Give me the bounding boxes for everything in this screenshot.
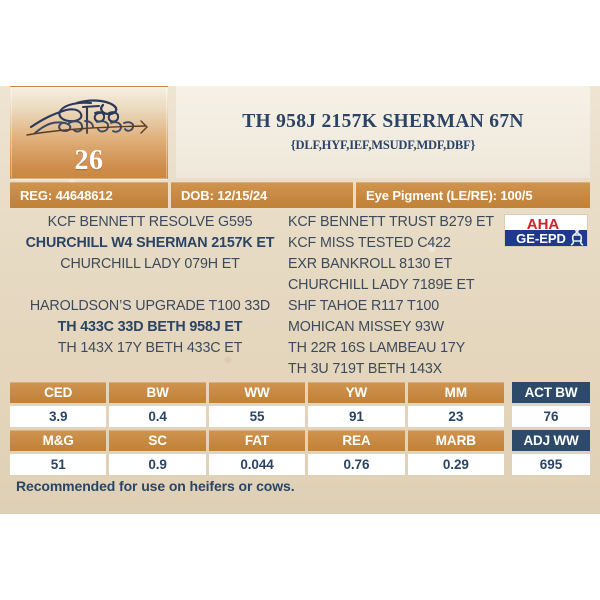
- pedigree-line: KCF BENNETT TRUST B279 ET: [288, 214, 494, 230]
- epd-side-header-row: ACT BW: [512, 382, 590, 403]
- info-bar: REG: 44648612 DOB: 12/15/24 Eye Pigment …: [10, 182, 590, 208]
- epd-value-cell: 91: [308, 406, 405, 427]
- pedigree-line: HAROLDSON’S UPGRADE T100 33D: [29, 298, 271, 314]
- epd-value-cell: 51: [10, 454, 107, 475]
- epd-side-value-row: 76: [512, 406, 590, 427]
- epd-header-cell: YW: [308, 382, 405, 403]
- dob-cell: DOB: 12/15/24: [171, 182, 353, 208]
- epd-side-value-row: 695: [512, 454, 590, 475]
- pedigree-line: CHURCHILL LADY 7189E ET: [288, 277, 475, 293]
- pedigree-line: TH 433C 33D BETH 958J ET: [57, 319, 243, 335]
- catalog-sheet: 26 TH 958J 2157K SHERMAN 67N {DLF,HYF,IE…: [0, 86, 600, 514]
- pedigree-column-left: KCF BENNETT RESOLVE G595 CHURCHILL W4 SHE…: [14, 212, 286, 359]
- pedigree-line: CHURCHILL LADY 079H ET: [60, 256, 240, 272]
- pedigree-line: TH 22R 16S LAMBEAU 17Y: [288, 340, 466, 356]
- topp-herefords-logo-icon: [21, 93, 157, 143]
- epd-value-cell: 55: [208, 406, 306, 427]
- pedigree-line: KCF BENNETT RESOLVE G595: [47, 214, 253, 230]
- pedigree-line: SHF TAHOE R117 T100: [288, 298, 440, 314]
- epd-header-cell: SC: [109, 430, 206, 451]
- epd-header-cell: BW: [109, 382, 206, 403]
- epd-main-grid: CED BW WW YW MM 3.9 0.4 55 91 23 M&G SC FAT REA MARB…: [10, 382, 505, 478]
- epd-side-header-row: ADJ WW: [512, 430, 590, 451]
- epd-value-cell: 0.76: [308, 454, 405, 475]
- epd-value-row-2: 51 0.9 0.044 0.76 0.29: [10, 454, 505, 475]
- animal-trait-codes: {DLF,HYF,IEF,MSUDF,MDF,DBF}: [290, 138, 476, 152]
- epd-value-cell: 3.9: [10, 406, 107, 427]
- epd-header-cell: MM: [407, 382, 505, 403]
- pedigree-line: KCF MISS TESTED C422: [288, 235, 451, 251]
- pedigree-line: TH 3U 719T BETH 143X: [288, 361, 443, 377]
- registration-cell: REG: 44648612: [10, 182, 168, 208]
- recommendation-note: Recommended for use on heifers or cows.: [16, 478, 295, 494]
- epd-value-cell: 0.29: [407, 454, 505, 475]
- pedigree-line: CHURCHILL W4 SHERMAN 2157K ET: [25, 235, 275, 251]
- epd-side-value-cell: 76: [512, 406, 590, 427]
- aha-ge-epd-badge-icon: AHA GE-EPD: [504, 214, 588, 247]
- animal-name: TH 958J 2157K SHERMAN 67N: [242, 111, 524, 132]
- epd-value-cell: 23: [407, 406, 505, 427]
- pedigree-line: MOHICAN MISSEY 93W: [288, 319, 444, 335]
- pedigree-section: KCF BENNETT RESOLVE G595 CHURCHILL W4 SHE…: [0, 212, 600, 380]
- pedigree-spacer: [14, 275, 286, 296]
- pedigree-line: EXR BANKROLL 8130 ET: [288, 256, 453, 272]
- epd-header-row-2: M&G SC FAT REA MARB: [10, 430, 505, 451]
- pedigree-column-right: KCF BENNETT TRUST B279 ET KCF MISS TESTED…: [288, 212, 518, 380]
- epd-side-value-cell: 695: [512, 454, 590, 475]
- epd-table: CED BW WW YW MM 3.9 0.4 55 91 23 M&G SC FAT REA MARB…: [10, 382, 590, 478]
- epd-header-row-1: CED BW WW YW MM: [10, 382, 505, 403]
- lot-number: 26: [74, 145, 104, 176]
- epd-header-cell: FAT: [208, 430, 306, 451]
- epd-header-cell: M&G: [10, 430, 107, 451]
- epd-side-header-cell: ACT BW: [512, 382, 590, 403]
- eye-pigment-cell: Eye Pigment (LE/RE): 100/5: [356, 182, 590, 208]
- top-band: 26 TH 958J 2157K SHERMAN 67N {DLF,HYF,IE…: [0, 86, 600, 180]
- svg-text:AHA: AHA: [527, 216, 560, 233]
- epd-value-row-1: 3.9 0.4 55 91 23: [10, 406, 505, 427]
- pedigree-line: TH 143X 17Y BETH 433C ET: [57, 340, 243, 356]
- epd-value-cell: 0.9: [109, 454, 206, 475]
- epd-value-cell: 0.4: [109, 406, 206, 427]
- epd-header-cell: WW: [208, 382, 306, 403]
- epd-header-cell: CED: [10, 382, 107, 403]
- epd-side-grid: ACT BW 76 ADJ WW 695: [512, 382, 590, 478]
- epd-side-header-cell: ADJ WW: [512, 430, 590, 451]
- lot-box: 26: [10, 86, 168, 180]
- epd-header-cell: MARB: [407, 430, 505, 451]
- epd-value-cell: 0.044: [208, 454, 306, 475]
- title-box: TH 958J 2157K SHERMAN 67N {DLF,HYF,IEF,M…: [176, 86, 590, 178]
- epd-header-cell: REA: [308, 430, 405, 451]
- svg-text:GE-EPD: GE-EPD: [516, 231, 566, 246]
